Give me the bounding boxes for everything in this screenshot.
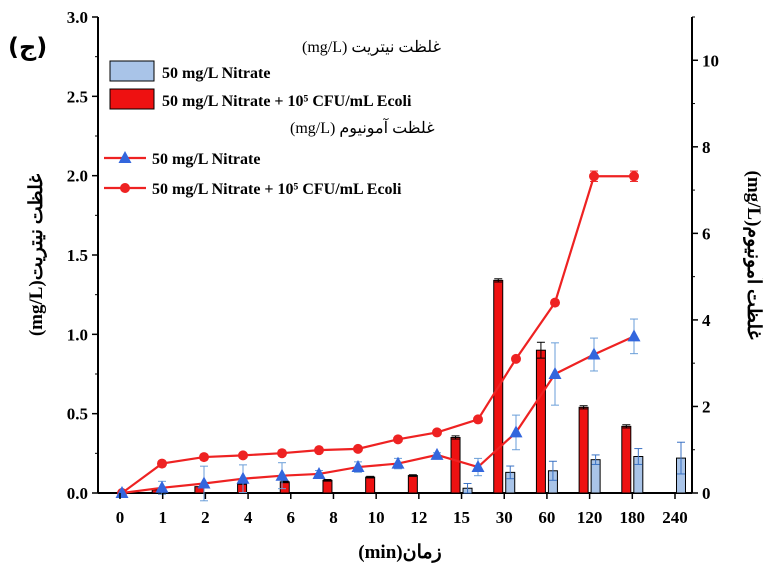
triangle-marker <box>587 347 601 360</box>
bar-nitrate-ecoli <box>407 475 418 494</box>
circle-marker <box>314 445 324 456</box>
circle-marker <box>199 452 209 463</box>
circle-marker <box>511 353 521 364</box>
y-left-tick-label: 1.5 <box>67 246 88 265</box>
x-tick-label: 120 <box>577 508 603 527</box>
bar-nitrate-ecoli <box>535 349 546 494</box>
circle-marker <box>353 443 363 454</box>
triangle-marker <box>509 425 523 438</box>
y-left-tick-label: 2.0 <box>67 167 88 186</box>
circle-marker <box>550 297 560 308</box>
x-tick-label: 0 <box>116 508 125 527</box>
x-tick-label: 10 <box>368 508 385 527</box>
legend-swatch-nitrate-bar <box>109 60 155 82</box>
triangle-marker <box>155 480 169 493</box>
x-tick-label: 2 <box>201 508 210 527</box>
x-tick-label: 15 <box>453 508 470 527</box>
triangle-marker <box>236 471 250 484</box>
x-tick-label: 1 <box>158 508 167 527</box>
circle-marker <box>432 427 442 438</box>
y-axis-left-label: غلظت نیتریت(mg/L) <box>26 174 47 336</box>
circle-marker <box>589 171 599 182</box>
y-left-tick-label: 0.0 <box>67 484 88 503</box>
x-tick-label: 30 <box>496 508 513 527</box>
legend-label-nitrate-line: 50 mg/L Nitrate <box>152 151 260 168</box>
triangle-marker <box>548 367 562 379</box>
y-left-tick-label: 2.5 <box>67 87 88 106</box>
bar-nitrate-ecoli <box>237 482 248 494</box>
y-right-tick-label: 0 <box>702 484 711 503</box>
triangle-marker <box>275 468 289 481</box>
circle-marker <box>238 450 248 461</box>
x-tick-label: 240 <box>662 508 688 527</box>
circle-marker <box>393 434 403 445</box>
y-right-tick-label: 8 <box>702 138 711 157</box>
y-left-tick-label: 3.0 <box>67 8 88 27</box>
series-line <box>121 335 635 495</box>
y-axis-right-label: غلظت آمونیوم(mg/L) <box>743 170 763 339</box>
x-tick-label: 60 <box>538 508 555 527</box>
legend-label-ecoli-line: 50 mg/L Nitrate + 10⁵ CFU/mL Ecoli <box>152 181 402 198</box>
legend-triangle-marker <box>118 151 132 163</box>
y-left-tick-label: 1.0 <box>67 325 88 344</box>
x-tick-label: 12 <box>410 508 427 527</box>
triangle-marker <box>627 329 641 342</box>
bar-nitrate-ecoli <box>450 436 461 494</box>
y-left-tick-label: 0.5 <box>67 405 88 424</box>
bar-nitrate-ecoli <box>322 479 333 494</box>
circle-marker <box>157 458 167 469</box>
y-right-tick-label: 10 <box>702 51 719 70</box>
circle-marker <box>473 414 483 425</box>
triangle-marker <box>351 460 365 473</box>
y-right-tick-label: 2 <box>702 397 711 416</box>
y-right-tick-label: 4 <box>702 311 711 330</box>
legend-nitrite-header: غلظت نیتریت (mg/L) <box>302 39 441 56</box>
bar-nitrate-ecoli <box>621 425 632 494</box>
circle-marker <box>277 448 287 459</box>
y-right-tick-label: 6 <box>702 224 711 243</box>
legend-label-ecoli-bar: 50 mg/L Nitrate + 10⁵ CFU/mL Ecoli <box>162 93 412 110</box>
triangle-marker <box>197 476 211 489</box>
legend-swatch-ecoli-bar <box>109 88 155 110</box>
series-line <box>121 175 634 494</box>
legend-circle-marker <box>120 183 130 193</box>
x-axis-label: زمان(min) <box>358 542 441 563</box>
legend-ammonium-header: غلظت آمونیوم (mg/L) <box>290 117 435 137</box>
x-tick-label: 180 <box>620 508 646 527</box>
x-tick-label: 6 <box>287 508 296 527</box>
triangle-marker <box>471 460 485 473</box>
circle-marker <box>629 171 639 182</box>
x-tick-label: 8 <box>329 508 338 527</box>
panel-label: (ج) <box>8 33 47 61</box>
legend-label-nitrate-bar: 50 mg/L Nitrate <box>162 65 270 82</box>
triangle-marker <box>391 456 405 469</box>
x-tick-label: 4 <box>244 508 253 527</box>
bar-nitrate-ecoli <box>365 476 376 494</box>
triangle-marker <box>430 447 444 460</box>
triangle-marker <box>115 486 129 498</box>
bar-nitrate-ecoli <box>578 406 589 494</box>
triangle-marker <box>312 466 326 479</box>
